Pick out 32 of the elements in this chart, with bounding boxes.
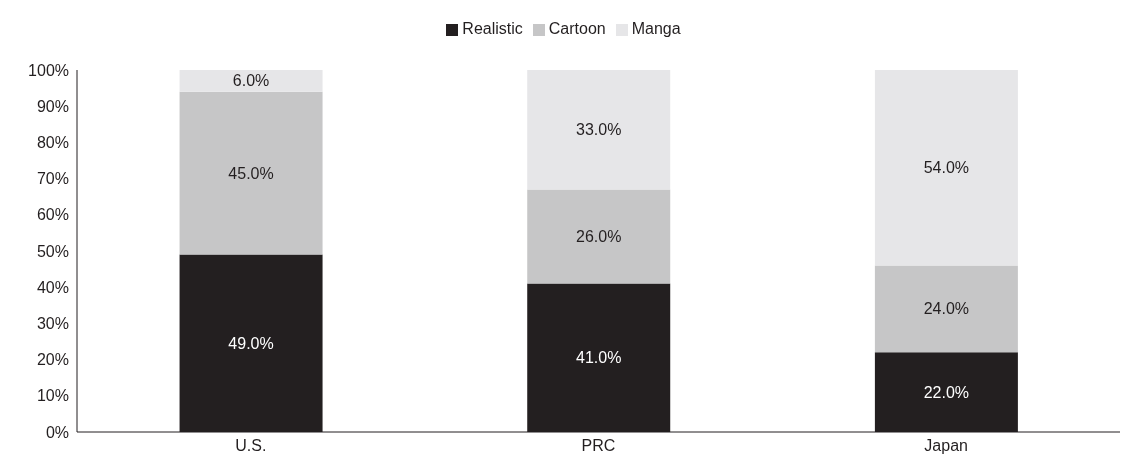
bar xyxy=(874,265,1018,353)
data-label: 22.0% xyxy=(923,383,970,401)
data-label: 54.0% xyxy=(923,159,970,177)
y-tick-label: 90% xyxy=(36,97,69,115)
y-tick-label: 20% xyxy=(36,351,69,369)
bar xyxy=(874,70,1018,266)
data-label: 6.0% xyxy=(232,72,270,90)
data-label: 26.0% xyxy=(576,228,622,246)
data-label: 24.0% xyxy=(923,300,970,318)
y-tick-label: 80% xyxy=(36,134,69,152)
y-tick-label: 100% xyxy=(28,61,69,79)
legend-label: Manga xyxy=(631,20,681,37)
y-tick-label: 50% xyxy=(36,242,69,260)
legend-label: Realistic xyxy=(462,20,523,37)
y-tick-label: 40% xyxy=(36,278,69,296)
y-tick-label: 0% xyxy=(45,423,69,441)
y-tick-label: 60% xyxy=(36,206,69,224)
legend-label: Cartoon xyxy=(548,20,606,37)
bar xyxy=(527,70,671,190)
y-tick-label: 30% xyxy=(36,315,69,333)
x-tick-label: U.S. xyxy=(235,437,267,455)
y-tick-label: 10% xyxy=(36,387,69,405)
x-tick-label: PRC xyxy=(581,437,616,455)
data-label: 33.0% xyxy=(576,121,622,139)
bar xyxy=(179,70,323,92)
data-label: 49.0% xyxy=(228,334,274,352)
bar xyxy=(179,91,323,255)
bar xyxy=(527,189,671,284)
y-tick-label: 70% xyxy=(36,170,69,188)
x-tick-label: Japan xyxy=(924,437,968,455)
data-label: 41.0% xyxy=(576,349,622,367)
data-label: 45.0% xyxy=(228,164,274,182)
